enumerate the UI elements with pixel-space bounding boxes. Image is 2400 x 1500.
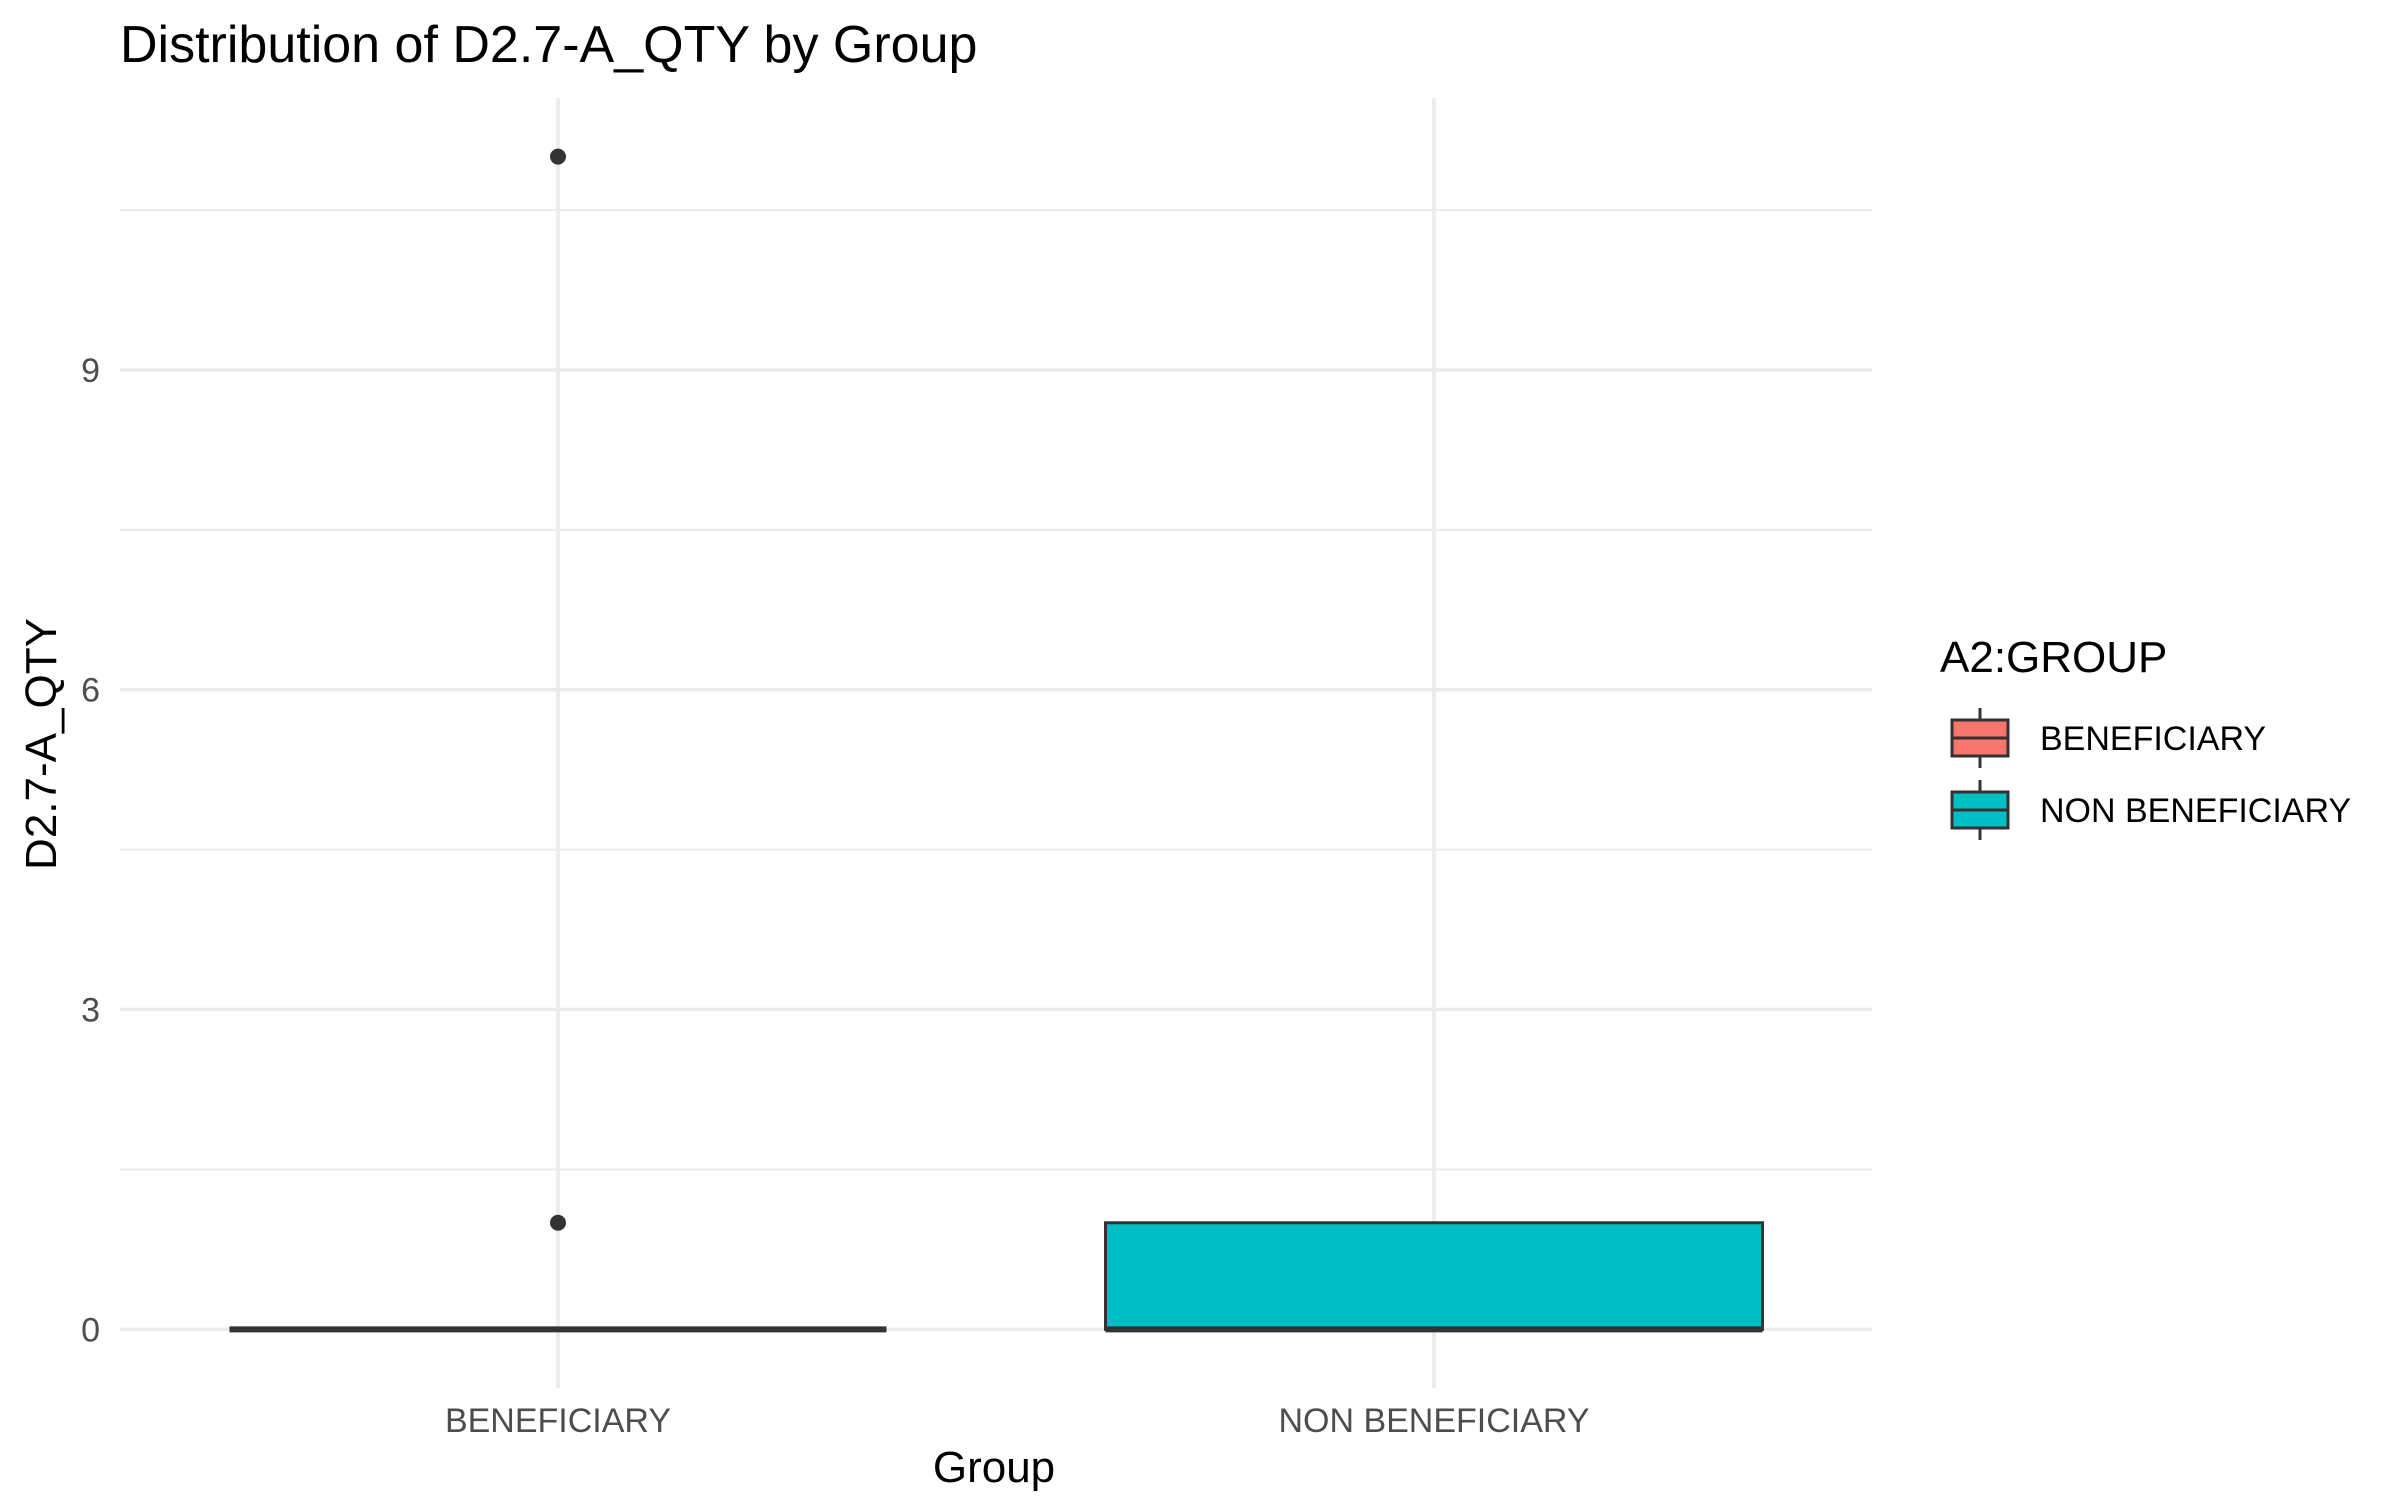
grid-lines [120, 98, 1872, 1388]
outlier-point [550, 148, 566, 165]
box-plots [229, 148, 1764, 1333]
x-tick-label: BENEFICIARY [445, 1402, 671, 1440]
chart-title: Distribution of D2.7-A_QTY by Group [120, 16, 977, 74]
outlier-point [550, 1214, 566, 1231]
legend: A2:GROUP BENEFICIARY NON BENEFICIARY [1940, 633, 2351, 840]
y-tick-label: 0 [81, 1311, 100, 1349]
box-beneficiary [229, 148, 887, 1333]
box-non-beneficiary [1104, 1221, 1764, 1333]
legend-label: BENEFICIARY [2040, 720, 2266, 758]
legend-label: NON BENEFICIARY [2040, 792, 2351, 830]
tick-labels: 0 3 6 9 BENEFICIARY NON BENEFICIARY [81, 352, 1589, 1440]
y-tick-label: 3 [81, 992, 100, 1030]
box-body [1104, 1221, 1764, 1331]
y-tick-label: 6 [81, 672, 100, 710]
legend-title: A2:GROUP [1940, 633, 2167, 682]
x-tick-label: NON BENEFICIARY [1278, 1402, 1589, 1440]
legend-entry: BENEFICIARY [1950, 708, 2266, 768]
x-axis-title: Group [933, 1443, 1055, 1492]
legend-entry: NON BENEFICIARY [1950, 780, 2351, 840]
y-tick-label: 9 [81, 352, 100, 390]
y-axis-title: D2.7-A_QTY [17, 618, 66, 870]
